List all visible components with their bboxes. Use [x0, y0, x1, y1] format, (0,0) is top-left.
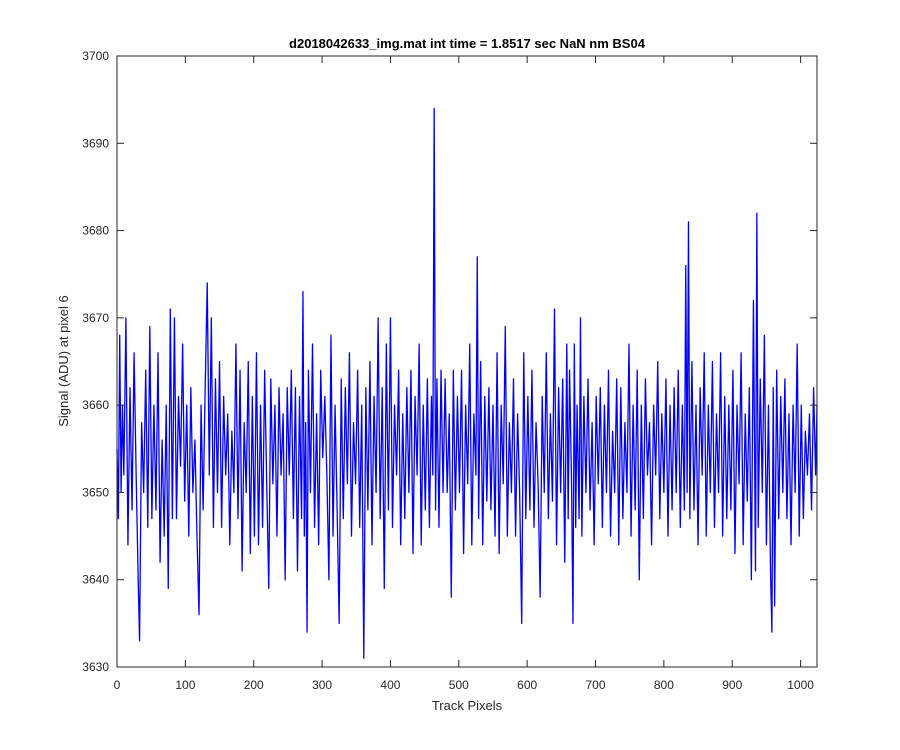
y-axis-label: Signal (ADU) at pixel 6: [56, 295, 71, 427]
x-tick-label: 300: [312, 678, 332, 692]
x-tick-label: 1000: [787, 678, 814, 692]
x-tick-label: 800: [654, 678, 674, 692]
tick-layer: 0 100 200 300 400 500 600 700 800 900 1000 3630 3640…: [82, 49, 817, 692]
plot-background: [117, 56, 817, 667]
y-tick-label: 3680: [82, 224, 109, 238]
y-tick-label: 3640: [82, 573, 109, 587]
chart-title: d2018042633_img.mat int time = 1.8517 se…: [289, 36, 646, 51]
plot-frame: [116, 55, 818, 668]
y-tick-label: 3690: [82, 136, 109, 150]
x-tick-label: 700: [586, 678, 606, 692]
x-tick-label: 500: [449, 678, 469, 692]
y-tick-label: 3630: [82, 660, 109, 674]
x-tick-label: 900: [722, 678, 742, 692]
x-tick-label: 0: [114, 678, 121, 692]
x-axis-label: Track Pixels: [432, 698, 503, 713]
x-tick-label: 600: [517, 678, 537, 692]
series-line-0: [116, 107, 818, 659]
x-tick-label: 200: [244, 678, 264, 692]
y-tick-label: 3700: [82, 49, 109, 63]
x-tick-label: 100: [175, 678, 195, 692]
y-tick-label: 3650: [82, 485, 109, 499]
y-tick-label: 3660: [82, 398, 109, 412]
data-layer: [116, 107, 818, 659]
x-tick-label: 400: [380, 678, 400, 692]
y-tick-label: 3670: [82, 311, 109, 325]
